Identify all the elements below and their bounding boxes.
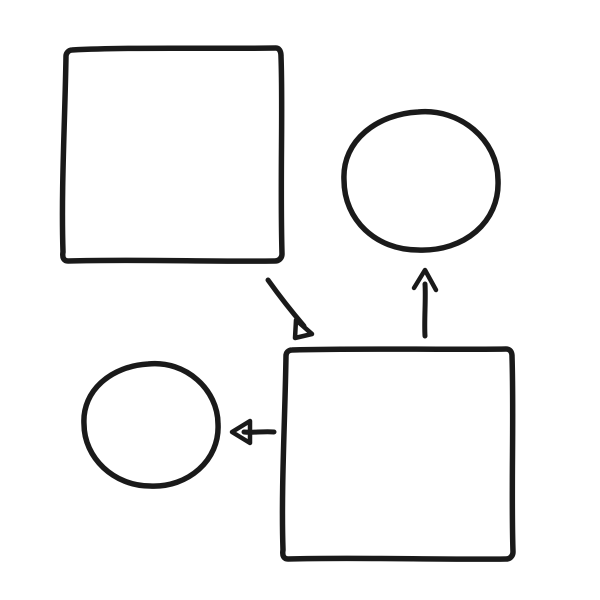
node-circle-top-right [344, 112, 498, 250]
node-circle-bottom-left [84, 364, 218, 486]
edge-arrow-up [414, 270, 436, 336]
edge-arrow-left [232, 421, 274, 443]
node-square-top-left [62, 48, 282, 261]
flowchart-canvas [0, 0, 600, 600]
node-square-bottom-right [282, 349, 513, 559]
edge-arrow-down-right [268, 280, 312, 338]
